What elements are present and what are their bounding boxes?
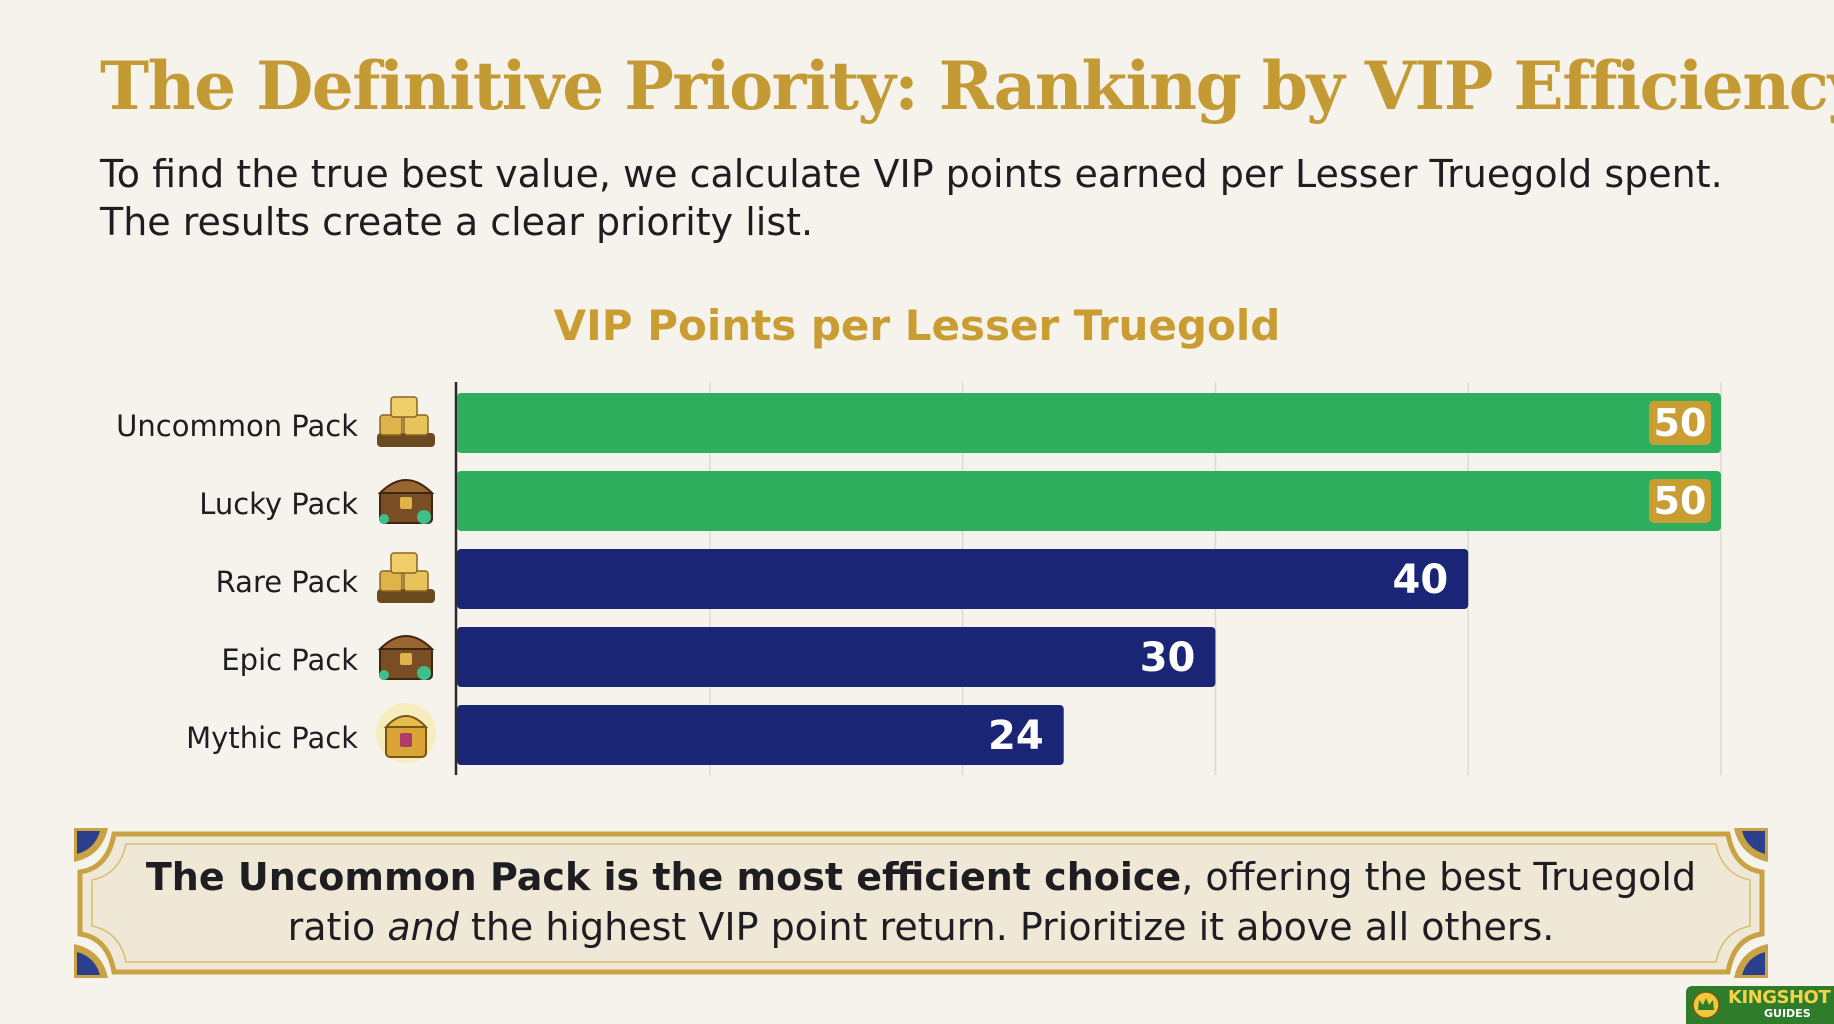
conclusion-callout: The Uncommon Pack is the most efficient … [74, 828, 1768, 978]
value-badge [1649, 401, 1711, 445]
bar [457, 471, 1721, 531]
callout-bold-text: The Uncommon Pack is the most efficient … [145, 855, 1182, 899]
corner-ornament-icon [74, 828, 108, 862]
corner-ornament-icon [1734, 828, 1768, 862]
category-label: Epic Pack [221, 643, 358, 677]
callout-frame [74, 828, 1768, 978]
bar-chart: 50 Uncommon Pack 50 Lucky Pack 40 Rare Pack 30… [116, 382, 1722, 775]
crown-icon [1692, 991, 1720, 1019]
bar [457, 627, 1216, 687]
logo-text-top: KINGSHOT [1728, 987, 1831, 1008]
category-label: Lucky Pack [199, 487, 358, 521]
gold-bars-icon [377, 396, 435, 447]
category-label: Uncommon Pack [116, 409, 358, 443]
logo-text-bottom: GUIDES [1764, 1007, 1811, 1020]
treasure-chest-icon [377, 479, 435, 524]
bar-value-label: 40 [1393, 557, 1449, 603]
treasure-chest-icon [377, 635, 435, 680]
value-badge [1649, 479, 1711, 523]
bar-value-label: 24 [988, 713, 1044, 759]
bar [457, 393, 1721, 453]
mythic-chest-icon [376, 703, 436, 763]
callout-text-part-1: , offering the best Truegold ratio [287, 855, 1697, 949]
category-label: Mythic Pack [186, 721, 358, 755]
callout-text-part-2: the highest VIP point return. Prioritize… [458, 905, 1555, 949]
corner-ornament-icon [74, 944, 108, 978]
page-title: The Definitive Priority: Ranking by VIP … [100, 47, 1834, 125]
gold-bars-icon [377, 552, 435, 603]
page-subtitle: To find the true best value, we calculat… [100, 152, 1723, 244]
bar [457, 705, 1064, 765]
callout-italic-text: and [387, 905, 459, 949]
corner-ornament-icon [1734, 944, 1768, 978]
bar-value-label: 50 [1654, 479, 1707, 523]
bar-value-label: 30 [1140, 635, 1196, 681]
chart-title: VIP Points per Lesser Truegold [553, 301, 1281, 350]
kingshot-guides-logo: KINGSHOT GUIDES [1686, 986, 1834, 1024]
category-label: Rare Pack [216, 565, 359, 599]
bar [457, 549, 1469, 609]
callout-text: The Uncommon Pack is the most efficient … [114, 852, 1728, 952]
bar-value-label: 50 [1654, 401, 1707, 445]
